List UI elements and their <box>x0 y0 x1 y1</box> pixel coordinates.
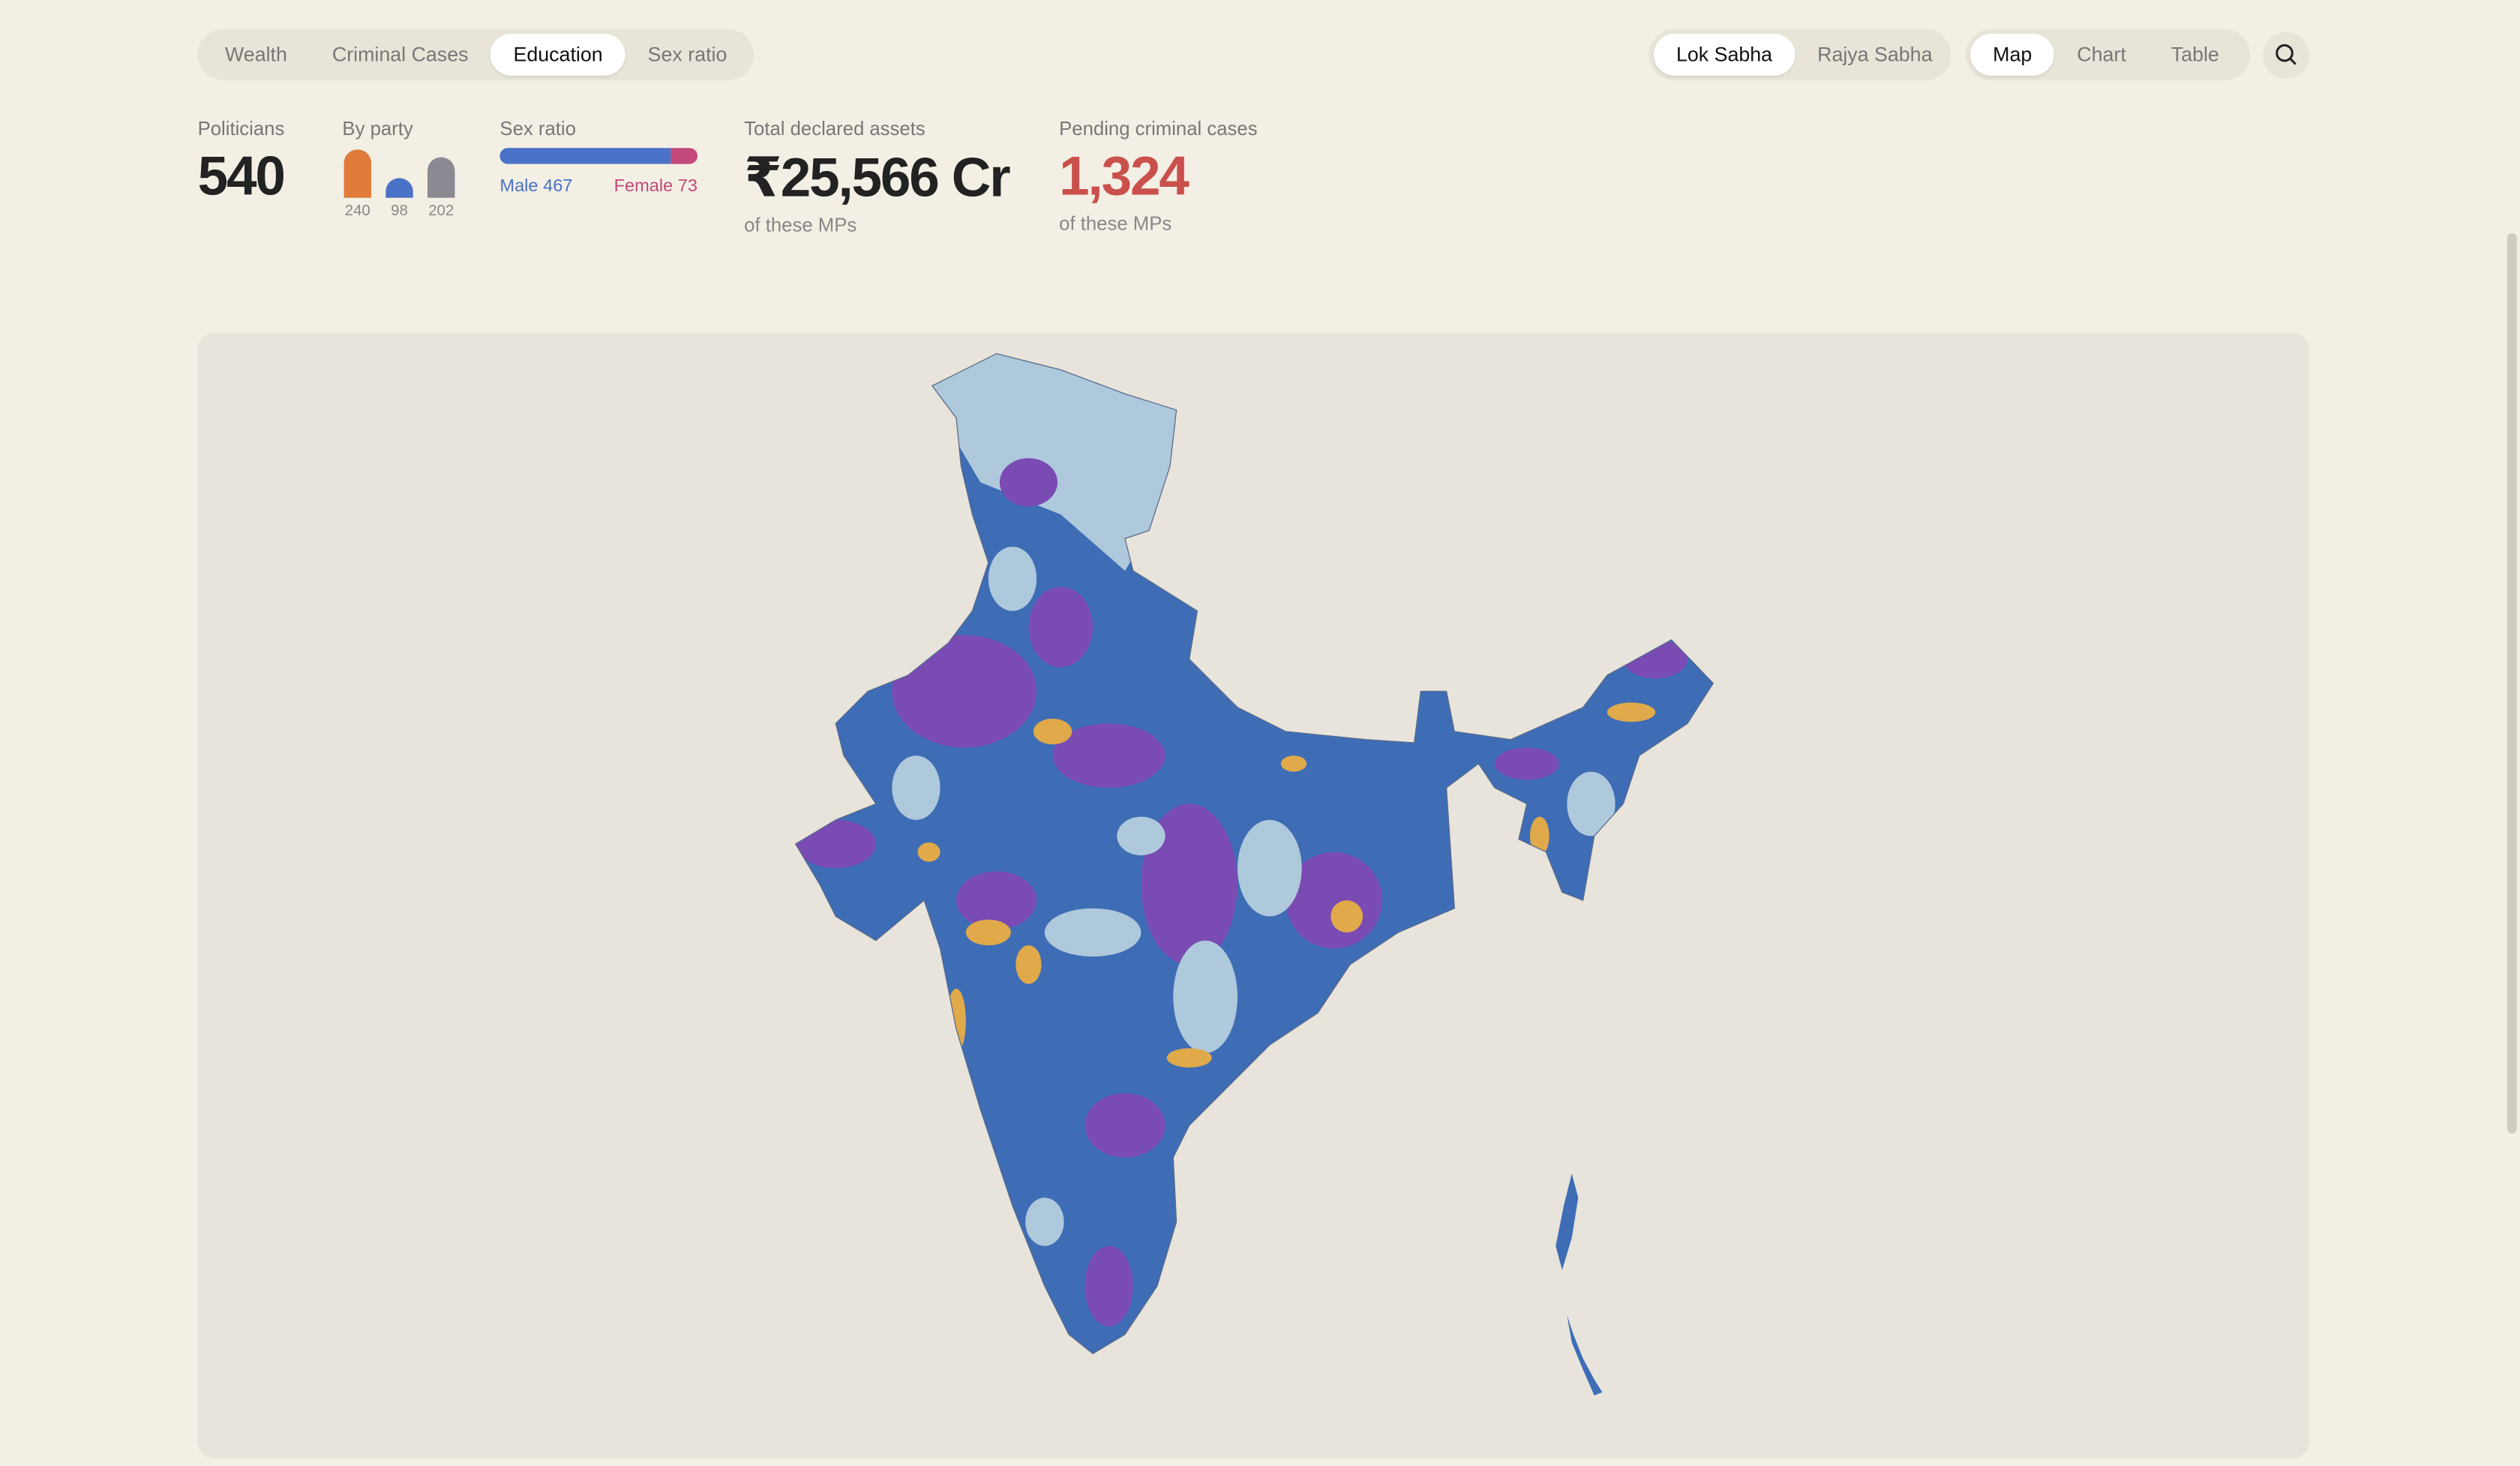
party-bar <box>386 178 413 198</box>
stat-label: Politicians <box>197 117 285 140</box>
stat-note: of these MPs <box>744 214 857 236</box>
stat-label: Total declared assets <box>744 117 926 140</box>
search-button[interactable] <box>2263 32 2310 79</box>
stat-label: Pending criminal cases <box>1059 117 1258 140</box>
assets-stat: Total declared assets ₹25,566 Cr of thes… <box>744 117 1010 236</box>
party-chart: 240 98 202 <box>344 149 455 219</box>
india-map[interactable] <box>198 333 2310 1458</box>
sex-ratio-bar <box>500 148 698 164</box>
party-bar <box>344 149 371 198</box>
constituencies <box>795 353 1714 1354</box>
legend-label: Female <box>614 176 674 197</box>
tab[interactable]: Lok Sabha <box>1654 34 1796 76</box>
party-stat: By party 240 98 202 <box>342 117 455 219</box>
tab[interactable]: Criminal Cases <box>332 43 469 66</box>
tab[interactable]: Education <box>490 34 626 76</box>
female-bar <box>670 148 698 164</box>
tab[interactable]: Sex ratio <box>647 43 728 66</box>
house-tabs: Lok Sabha Rajya Sabha <box>1648 29 1952 81</box>
islands <box>1556 1173 1603 1395</box>
stat-note: of these MPs <box>1059 212 1172 235</box>
male-bar <box>500 148 671 164</box>
sex-bars <box>500 148 698 164</box>
legend-value: 73 <box>677 176 698 197</box>
stat-label: Sex ratio <box>500 117 576 140</box>
legend-value: 467 <box>543 176 573 197</box>
metric-tabs: Wealth Criminal Cases Education Sex ratio <box>197 29 754 81</box>
tab[interactable]: Rajya Sabha <box>1817 43 1933 66</box>
male-legend: Male 467 <box>500 177 572 197</box>
party-bar <box>428 157 455 198</box>
politicians-stat: Politicians 540 <box>197 117 286 209</box>
tab[interactable]: Wealth <box>225 43 287 66</box>
legend-label: Male <box>500 176 538 197</box>
stat-value: 1,324 <box>1059 146 1190 208</box>
party-count: 202 <box>428 203 454 219</box>
view-tabs: Map Chart Table <box>1965 29 2250 81</box>
tab[interactable]: Chart <box>2077 43 2126 66</box>
sex-ratio-legend: Male 467 Female 73 <box>500 177 698 197</box>
criminal-stat: Pending criminal cases 1,324 of these MP… <box>1059 117 1257 234</box>
party-count: 98 <box>391 203 408 219</box>
female-legend: Female 73 <box>614 177 698 197</box>
tab[interactable]: Table <box>2170 43 2219 66</box>
search-icon <box>2276 44 2296 65</box>
party-count: 240 <box>345 203 370 219</box>
sex-ratio-stat: Sex ratio Male 467 Female 73 <box>500 117 698 196</box>
stat-label: By party <box>342 117 413 140</box>
tab[interactable]: Map <box>1970 34 2055 76</box>
scrollbar[interactable] <box>2506 233 2517 1134</box>
stat-value: 540 <box>197 146 286 208</box>
map-panel <box>197 332 2310 1458</box>
stat-value: ₹25,566 Cr <box>744 148 1010 209</box>
